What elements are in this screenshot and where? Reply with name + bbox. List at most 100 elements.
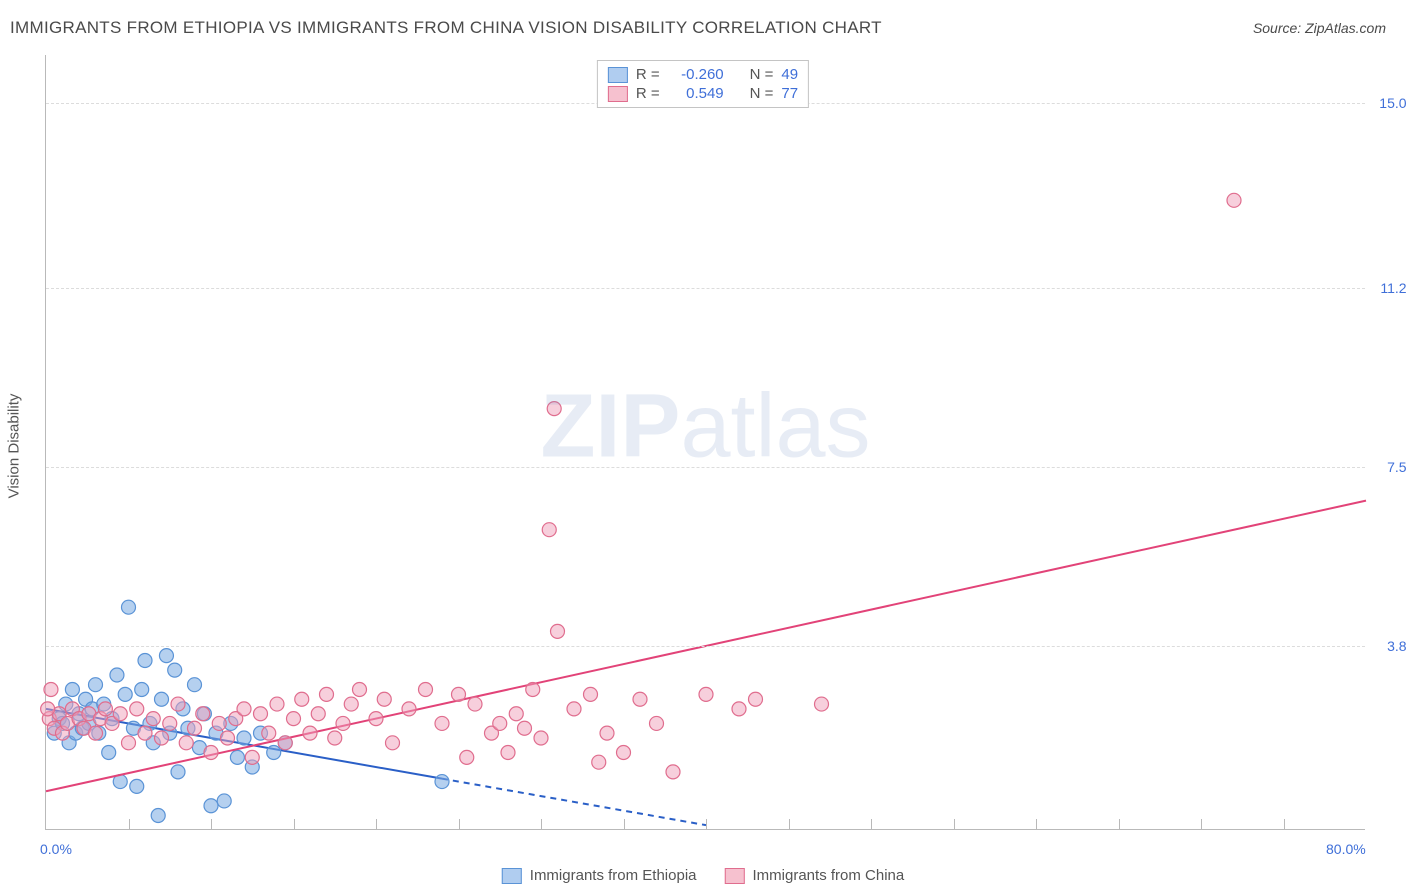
point-china [518, 721, 532, 735]
x-tick [376, 819, 377, 829]
point-china [113, 707, 127, 721]
point-china [188, 721, 202, 735]
point-china [303, 726, 317, 740]
y-tick-label: 11.2% [1380, 280, 1406, 296]
legend-swatch [608, 86, 628, 102]
point-china [262, 726, 276, 740]
point-ethiopia [130, 779, 144, 793]
point-china [204, 746, 218, 760]
stat-r-label: R = [636, 66, 660, 83]
point-china [402, 702, 416, 716]
point-china [584, 687, 598, 701]
x-tick [1119, 819, 1120, 829]
y-axis-label: Vision Disability [6, 394, 23, 499]
x-tick [1284, 819, 1285, 829]
point-ethiopia [217, 794, 231, 808]
point-china [245, 750, 259, 764]
x-tick [129, 819, 130, 829]
point-china [452, 687, 466, 701]
point-china [666, 765, 680, 779]
point-china [468, 697, 482, 711]
x-tick [706, 819, 707, 829]
point-china [526, 683, 540, 697]
x-tick [541, 819, 542, 829]
stat-n-label: N = [750, 66, 774, 83]
legend-item: Immigrants from Ethiopia [502, 867, 697, 884]
point-china [344, 697, 358, 711]
point-ethiopia [138, 653, 152, 667]
point-china [278, 736, 292, 750]
point-china [732, 702, 746, 716]
trendline-ethiopia-dashed [442, 779, 706, 826]
point-ethiopia [118, 687, 132, 701]
point-china [254, 707, 268, 721]
x-tick [1201, 819, 1202, 829]
x-tick [624, 819, 625, 829]
grid-line [46, 288, 1365, 289]
y-tick-label: 7.5% [1387, 459, 1406, 475]
point-china [179, 736, 193, 750]
x-tick [1036, 819, 1037, 829]
legend-swatch [502, 868, 522, 884]
point-ethiopia [135, 683, 149, 697]
point-china [221, 731, 235, 745]
point-ethiopia [65, 683, 79, 697]
point-ethiopia [122, 600, 136, 614]
point-china [749, 692, 763, 706]
point-china [237, 702, 251, 716]
stat-n-value: 77 [781, 85, 798, 102]
point-china [146, 712, 160, 726]
point-china [130, 702, 144, 716]
point-china [89, 726, 103, 740]
y-tick-label: 15.0% [1379, 95, 1406, 111]
point-china [650, 716, 664, 730]
point-china [44, 683, 58, 697]
point-ethiopia [204, 799, 218, 813]
point-china [534, 731, 548, 745]
point-ethiopia [188, 678, 202, 692]
point-ethiopia [102, 746, 116, 760]
point-china [699, 687, 713, 701]
point-ethiopia [168, 663, 182, 677]
legend-item: Immigrants from China [725, 867, 905, 884]
chart-svg [46, 55, 1365, 829]
point-china [551, 624, 565, 638]
point-china [353, 683, 367, 697]
legend-swatch [725, 868, 745, 884]
point-ethiopia [159, 649, 173, 663]
point-china [567, 702, 581, 716]
point-china [600, 726, 614, 740]
point-china [122, 736, 136, 750]
stat-r-value: 0.549 [668, 85, 724, 102]
legend-stats: R = -0.260 N = 49 R = 0.549 N = 77 [597, 60, 809, 108]
point-china [311, 707, 325, 721]
plot-area: ZIPatlas 3.8%7.5%11.2%15.0%0.0%80.0% [45, 55, 1365, 830]
x-tick [459, 819, 460, 829]
point-china [542, 523, 556, 537]
point-china [377, 692, 391, 706]
point-ethiopia [267, 746, 281, 760]
point-china [328, 731, 342, 745]
point-china [592, 755, 606, 769]
stat-n-label: N = [750, 85, 774, 102]
x-tick [954, 819, 955, 829]
chart-title: IMMIGRANTS FROM ETHIOPIA VS IMMIGRANTS F… [10, 18, 882, 38]
point-ethiopia [110, 668, 124, 682]
point-ethiopia [151, 808, 165, 822]
point-ethiopia [237, 731, 251, 745]
point-china [547, 402, 561, 416]
point-china [98, 702, 112, 716]
point-china [369, 712, 383, 726]
point-china [163, 716, 177, 730]
stat-r-value: -0.260 [668, 66, 724, 83]
legend-swatch [608, 67, 628, 83]
point-china [287, 712, 301, 726]
point-china [633, 692, 647, 706]
point-china [386, 736, 400, 750]
point-china [295, 692, 309, 706]
point-ethiopia [230, 750, 244, 764]
x-tick-label: 80.0% [1326, 841, 1366, 857]
x-tick [211, 819, 212, 829]
point-china [617, 746, 631, 760]
x-tick [871, 819, 872, 829]
